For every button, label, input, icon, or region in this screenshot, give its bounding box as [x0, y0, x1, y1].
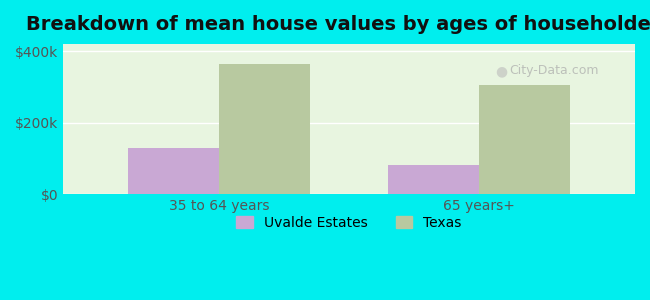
Text: ●: ● [495, 64, 507, 78]
Bar [388, 165, 479, 194]
Bar [479, 85, 570, 194]
Legend: Uvalde Estates, Texas: Uvalde Estates, Texas [231, 210, 467, 235]
Bar [219, 64, 310, 194]
Bar [128, 148, 219, 194]
Title: Breakdown of mean house values by ages of householders: Breakdown of mean house values by ages o… [26, 15, 650, 34]
Text: City-Data.com: City-Data.com [509, 64, 599, 77]
